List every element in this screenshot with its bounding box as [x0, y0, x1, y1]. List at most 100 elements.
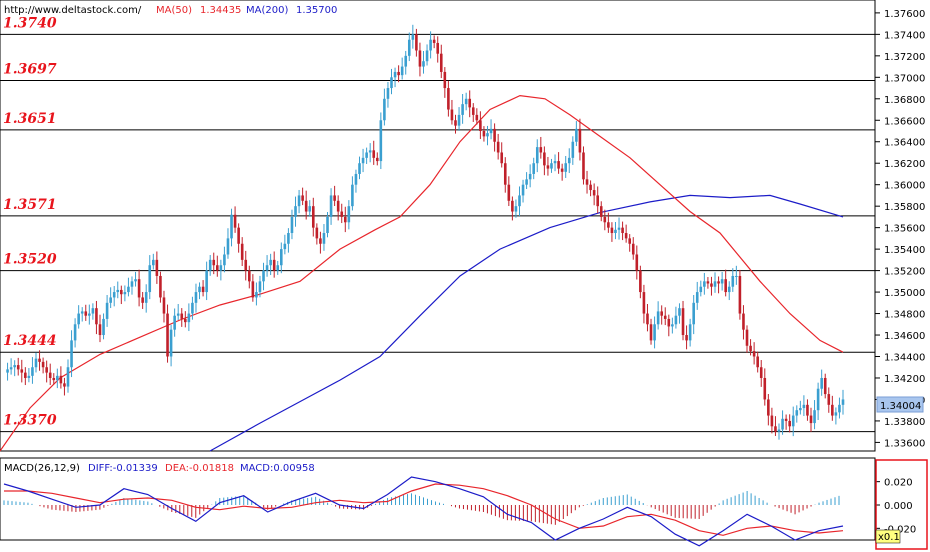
candle-body	[713, 281, 717, 287]
candle-body	[77, 313, 80, 325]
candle-body	[681, 308, 685, 336]
candle-body	[326, 216, 329, 234]
candle-body	[63, 383, 66, 387]
candle-body	[749, 345, 752, 352]
candle-body	[653, 324, 656, 341]
candle-body	[336, 200, 340, 212]
candle-body	[457, 114, 461, 126]
candle-body	[244, 259, 248, 271]
candle-body	[468, 98, 472, 108]
candle-body	[507, 184, 511, 201]
candle-body	[422, 61, 425, 67]
candle-body	[272, 259, 276, 271]
candle-body	[166, 313, 169, 357]
candle-body	[418, 50, 422, 67]
candle-body	[169, 329, 173, 357]
candle-body	[535, 147, 539, 164]
candle-body	[674, 315, 678, 325]
candle-body	[649, 324, 653, 341]
candle-body	[372, 150, 376, 158]
macd-diff-label: DIFF:-0.01339	[88, 463, 158, 474]
level-labels: 1.3740 1.3697 1.3651 1.3571 1.3520 1.3444 1.33…	[3, 15, 57, 428]
candle-body	[98, 324, 102, 336]
candle-body	[347, 206, 351, 223]
candle-body	[656, 311, 660, 325]
candle-body	[240, 243, 244, 260]
macd-tick-label: 0.000	[884, 501, 913, 512]
candle-body	[802, 404, 806, 409]
candle-body	[539, 147, 543, 153]
candle-body	[262, 270, 265, 282]
candle-body	[461, 104, 464, 115]
candle-body	[756, 356, 759, 368]
candle-body	[31, 367, 34, 376]
price-tick-label: 1.35000	[884, 288, 925, 299]
candle-body	[489, 128, 493, 134]
candle-body	[148, 265, 152, 293]
candle-body	[759, 367, 763, 378]
candle-body	[144, 292, 148, 303]
ma200-label: MA(200)	[246, 5, 288, 16]
macd-value-label: MACD:0.00958	[240, 463, 315, 474]
candle-body	[813, 410, 816, 424]
candle-body	[102, 318, 105, 336]
candle-body	[152, 259, 155, 266]
candle-body	[660, 311, 663, 316]
candle-body	[358, 163, 361, 174]
candle-body	[38, 358, 41, 362]
candle-body	[400, 66, 404, 76]
candle-body	[45, 367, 48, 373]
candle-body	[589, 184, 592, 191]
candle-body	[532, 163, 536, 174]
candle-body	[173, 315, 176, 330]
candle-body	[578, 128, 582, 153]
candle-body	[635, 254, 639, 271]
price-tick-label: 1.33800	[884, 417, 925, 428]
candle-body	[319, 238, 322, 244]
candle-body	[500, 152, 504, 164]
macd-diff-path	[3, 476, 844, 547]
candle-body	[816, 388, 820, 411]
candle-body	[571, 141, 575, 158]
price-tick-label: 1.35800	[884, 202, 925, 213]
candle-body	[27, 375, 31, 378]
candle-body	[493, 128, 496, 142]
candle-body	[564, 163, 568, 172]
candle-body	[134, 279, 137, 282]
candle-body	[639, 270, 642, 293]
price-tick-label: 1.36200	[884, 159, 925, 170]
candle-body	[184, 318, 187, 323]
candle-body	[276, 265, 280, 271]
ma200-value: 1.35700	[296, 5, 337, 16]
candle-body	[432, 39, 436, 43]
candle-body	[269, 259, 272, 266]
candle-body	[671, 324, 674, 327]
candle-body	[518, 195, 521, 207]
level-label: 1.3370	[3, 413, 57, 429]
candle-body	[450, 109, 454, 121]
candle-body	[415, 34, 418, 51]
candle-body	[781, 418, 784, 430]
support-resistance-levels	[0, 33, 875, 433]
candle-body	[315, 227, 319, 239]
candle-body	[443, 71, 447, 89]
candle-body	[767, 399, 770, 416]
candle-body	[511, 200, 514, 212]
candle-body	[550, 163, 553, 169]
candle-body	[137, 279, 141, 298]
price-tick-label: 1.34600	[884, 331, 925, 342]
candle-body	[233, 214, 237, 228]
candle-body	[774, 426, 777, 432]
candle-body	[333, 195, 336, 201]
candle-body	[553, 161, 557, 164]
candle-body	[116, 289, 120, 293]
candle-body	[297, 195, 301, 207]
candle-body	[667, 318, 671, 327]
level-label: 1.3697	[3, 62, 57, 78]
candle-body	[265, 265, 269, 271]
candle-body	[496, 141, 500, 153]
price-tick-label: 1.36400	[884, 138, 925, 149]
candle-body	[528, 173, 532, 180]
candle-body	[219, 265, 223, 271]
